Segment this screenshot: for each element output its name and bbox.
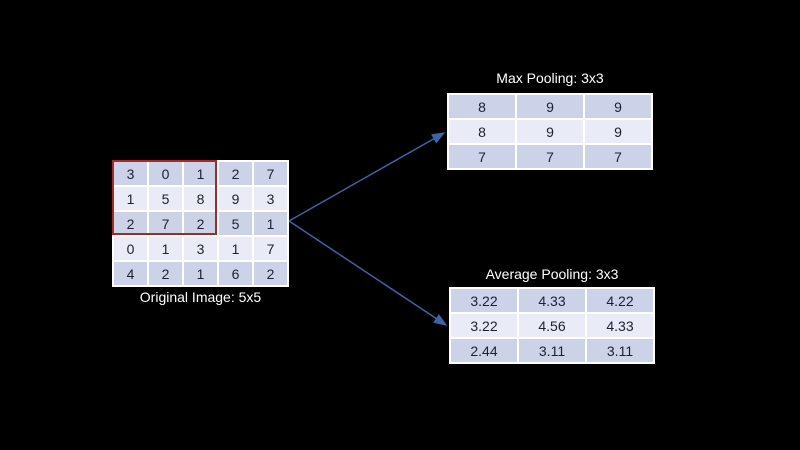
max-pooling-arrow-icon [288,132,446,222]
average-pooling-arrow-icon [288,220,448,326]
matrix-cell: 9 [517,95,583,118]
matrix-cell: 1 [184,162,217,185]
matrix-cell: 6 [219,262,252,285]
matrix-cell: 3 [254,187,287,210]
matrix-cell: 2 [114,212,147,235]
matrix-cell: 3 [114,162,147,185]
matrix-cell: 7 [517,145,583,168]
matrix-cell: 2.44 [451,339,517,362]
matrix-cell: 4.33 [519,289,585,312]
matrix-cell: 4.33 [587,314,653,337]
matrix-cell: 2 [149,262,182,285]
matrix-cell: 4 [114,262,147,285]
matrix-cell: 9 [585,95,651,118]
matrix-cell: 7 [449,145,515,168]
matrix-cell: 7 [254,162,287,185]
matrix-cell: 5 [149,187,182,210]
matrix-cell: 7 [149,212,182,235]
matrix-cell: 9 [219,187,252,210]
matrix-cell: 3.11 [519,339,585,362]
matrix-cell: 8 [184,187,217,210]
matrix-cell: 3 [184,237,217,260]
matrix-cell: 1 [184,262,217,285]
matrix-cell: 4.22 [587,289,653,312]
matrix-cell: 1 [149,237,182,260]
matrix-cell: 1 [114,187,147,210]
matrix-cell: 7 [254,237,287,260]
matrix-cell: 0 [114,237,147,260]
original-image-label: Original Image: 5x5 [139,289,262,305]
matrix-cell: 8 [449,120,515,143]
matrix-cell: 2 [254,262,287,285]
matrix-cell: 0 [149,162,182,185]
matrix-cell: 4.56 [519,314,585,337]
average-pooling-grid: 3.22 4.33 4.22 3.22 4.56 4.33 2.44 3.11 3.11 [449,287,655,364]
matrix-cell: 3.11 [587,339,653,362]
matrix-cell: 3.22 [451,289,517,312]
matrix-cell: 1 [254,212,287,235]
matrix-cell: 9 [517,120,583,143]
matrix-cell: 1 [219,237,252,260]
matrix-cell: 8 [449,95,515,118]
average-pooling-title: Average Pooling: 3x3 [485,266,619,282]
matrix-cell: 2 [184,212,217,235]
matrix-cell: 2 [219,162,252,185]
max-pooling-title: Max Pooling: 3x3 [496,70,604,86]
matrix-cell: 5 [219,212,252,235]
matrix-cell: 7 [585,145,651,168]
matrix-cell: 9 [585,120,651,143]
matrix-cell: 3.22 [451,314,517,337]
